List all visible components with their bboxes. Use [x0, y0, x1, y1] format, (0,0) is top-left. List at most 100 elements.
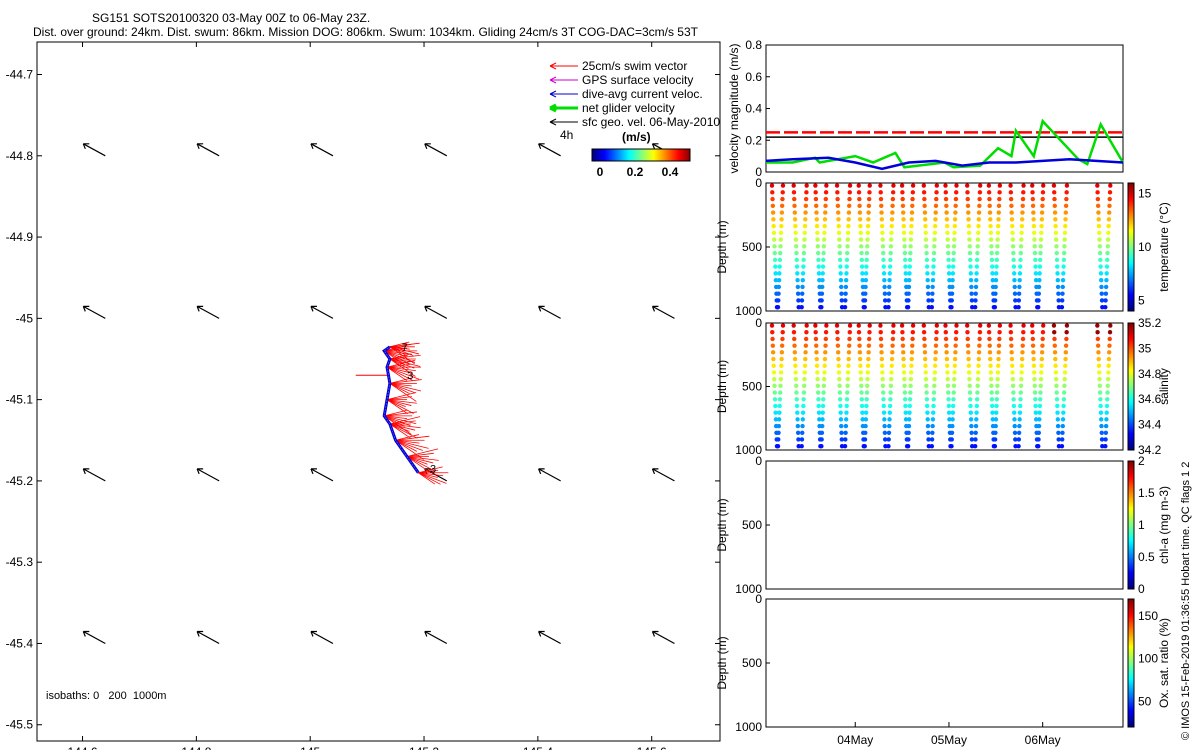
salinity-point — [770, 343, 776, 348]
colorbar-cell — [1128, 242, 1134, 244]
colorbar-cell — [1128, 222, 1134, 224]
temperature-point — [839, 291, 844, 296]
oxsat-ylabel: Depth (m) — [715, 636, 729, 689]
x-tick-label: 144.8 — [181, 745, 211, 750]
temperature-point — [945, 237, 950, 242]
temperature-point — [1061, 271, 1066, 276]
colorbar-cell — [1128, 551, 1134, 553]
salinity-point — [866, 356, 871, 362]
salinity-point — [1064, 336, 1069, 342]
colorbar-cell — [1128, 332, 1134, 334]
colorbar-cell — [1128, 232, 1134, 234]
colorbar-cell — [1128, 638, 1134, 640]
colorbar-cell — [641, 149, 643, 161]
map-colorbar — [591, 148, 691, 162]
salinity-point — [1010, 376, 1015, 382]
salinity-point — [776, 423, 782, 429]
salinity-point — [1031, 356, 1036, 362]
colorbar-cell — [1128, 505, 1134, 507]
colorbar-cell — [1128, 664, 1134, 666]
salinity-point — [1036, 423, 1042, 429]
colorbar-cell — [636, 149, 638, 161]
colorbar-cell — [1128, 565, 1134, 567]
geo-vector-head — [424, 305, 431, 312]
temperature-point — [770, 210, 776, 215]
salinity-point — [1039, 350, 1045, 355]
temperature-point — [968, 264, 973, 269]
temperature-point — [907, 277, 912, 283]
colorbar-tick-label: 0 — [1138, 582, 1145, 596]
colorbar-tick-label: 34.8 — [1138, 367, 1162, 381]
salinity-point — [888, 383, 894, 389]
swim-vector — [389, 342, 420, 348]
colorbar-cell — [687, 149, 689, 161]
colorbar-cell — [1128, 425, 1134, 427]
salinity-point — [780, 330, 785, 335]
temperature-point — [1020, 196, 1026, 202]
colorbar-cell — [620, 149, 622, 161]
temperature-point — [1020, 203, 1025, 209]
colorbar-cell — [1128, 643, 1134, 645]
colorbar-cell — [1128, 609, 1134, 611]
x-tick-label: 05May — [931, 733, 967, 747]
temperature-point — [1060, 284, 1065, 290]
colorbar-cell — [1128, 390, 1134, 392]
colorbar-cell — [1128, 392, 1134, 394]
salinity-point — [804, 330, 809, 335]
temperature-point — [864, 257, 869, 263]
salinity-point — [943, 336, 949, 342]
colorbar-cell — [632, 149, 634, 161]
swim-vector — [395, 439, 423, 451]
colorbar-cell — [650, 149, 652, 161]
colorbar-cell — [1128, 279, 1134, 281]
temperature-point — [776, 277, 782, 283]
salinity-point — [1052, 336, 1057, 342]
temperature-point — [1036, 291, 1042, 296]
colorbar-cell — [1128, 625, 1134, 627]
salinity-point — [954, 323, 959, 328]
swim-vector — [389, 341, 410, 348]
temperature-point — [1060, 298, 1065, 303]
temperature-point — [1054, 244, 1059, 249]
salinity-point — [881, 403, 886, 409]
colorbar-cell — [649, 149, 651, 161]
colorbar-cell — [1128, 443, 1134, 445]
temperature-point — [967, 250, 973, 256]
colorbar-cell — [1128, 344, 1134, 346]
temperature-point — [839, 298, 844, 303]
colorbar-cell — [1128, 224, 1134, 226]
salinity-point — [845, 383, 850, 389]
colorbar-cell — [1128, 415, 1134, 417]
colorbar-cell — [1128, 438, 1134, 440]
colorbar-cell — [1128, 513, 1134, 515]
temperature-point — [1055, 284, 1061, 290]
temperature-point — [930, 277, 936, 283]
temperature-point — [882, 277, 887, 283]
salinity-point — [813, 336, 819, 342]
colorbar-cell — [1128, 371, 1134, 373]
salinity-point — [943, 330, 948, 335]
temperature-point — [903, 264, 908, 269]
temperature-point — [901, 210, 906, 215]
salinity-point — [953, 343, 958, 348]
colorbar-cell — [1128, 307, 1134, 309]
colorbar-cell — [1128, 605, 1134, 607]
salinity-point — [819, 430, 825, 435]
salinity-point — [909, 363, 914, 368]
colorbar-cell — [1128, 553, 1134, 555]
colorbar-cell — [1128, 527, 1134, 529]
swim-vector — [389, 423, 410, 432]
colorbar-cell — [595, 149, 597, 161]
temperature-point — [968, 271, 973, 276]
salinity-point — [878, 323, 883, 328]
salinity-point — [1097, 383, 1103, 389]
legend-label: dive-avg current veloc. — [582, 87, 703, 101]
salinity-point — [997, 336, 1002, 342]
colorbar-cell — [663, 149, 665, 161]
temperature-point — [843, 284, 849, 290]
colorbar-cell — [1128, 648, 1134, 650]
temperature-point — [933, 210, 938, 215]
temperature-point — [845, 244, 850, 249]
temperature-point — [1107, 210, 1112, 215]
swim-vector — [418, 472, 444, 477]
